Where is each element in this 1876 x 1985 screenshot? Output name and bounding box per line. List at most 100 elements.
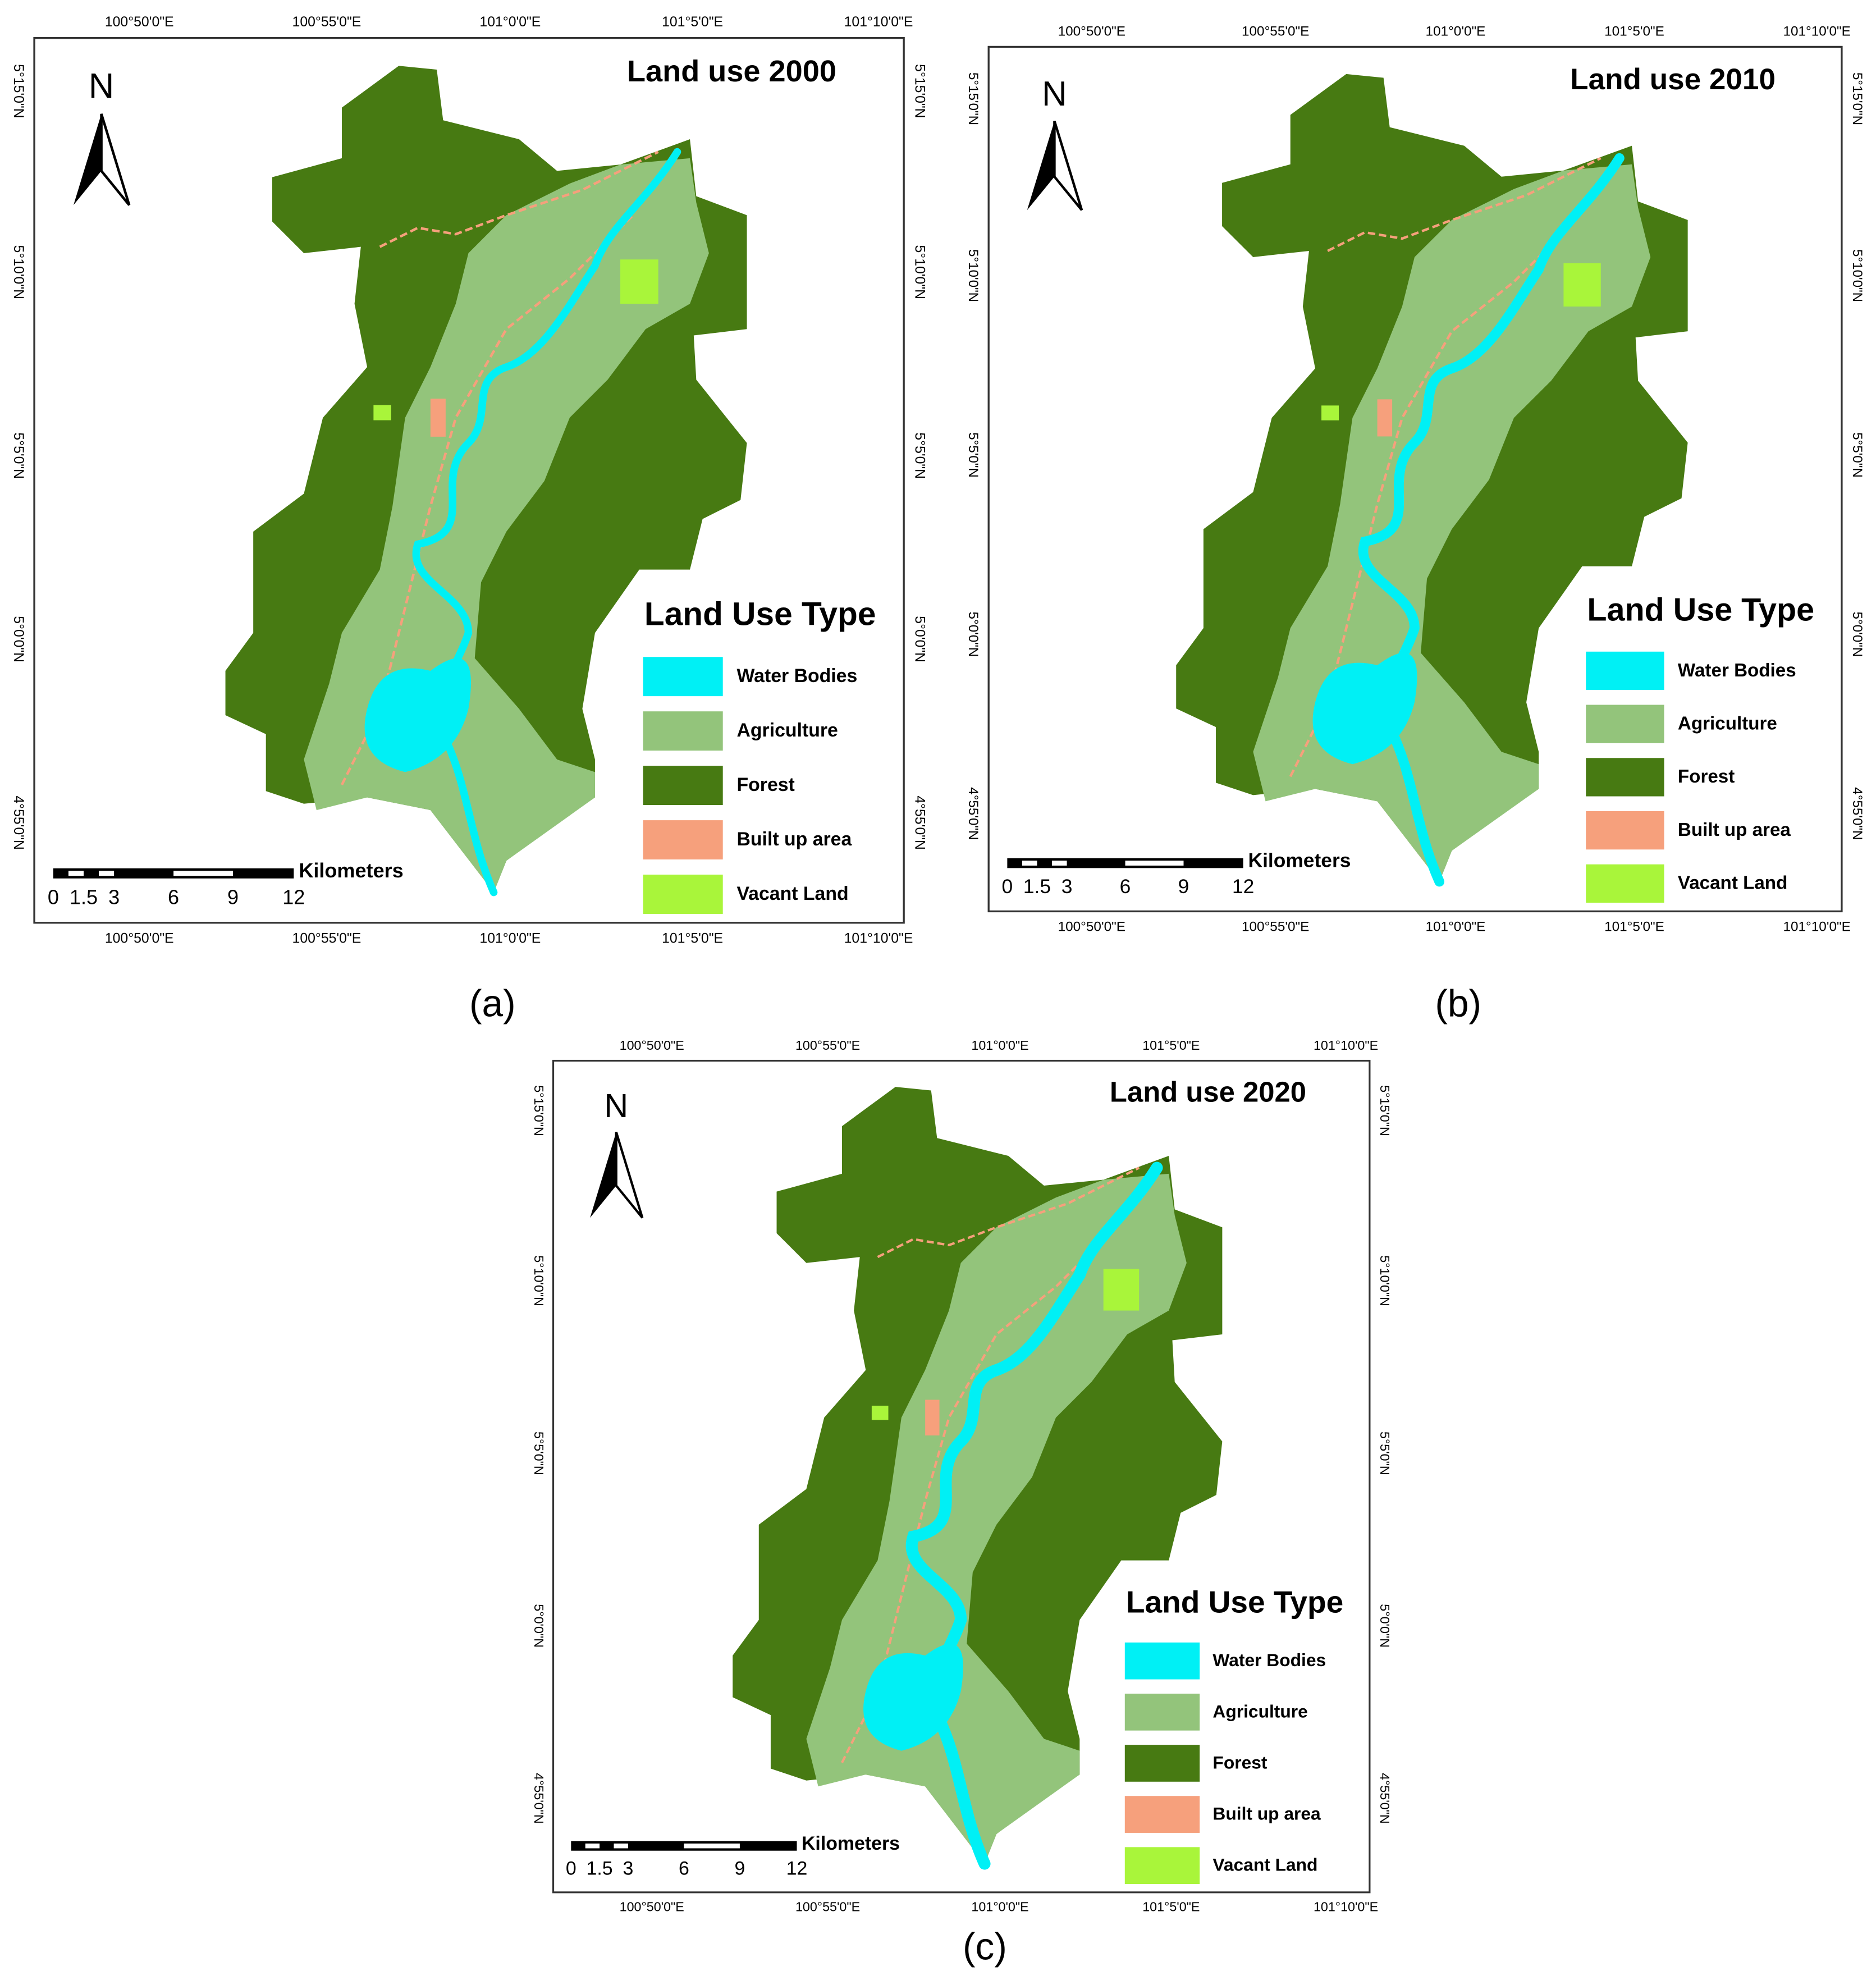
right-tick-label: 5°15'0"N [1850,72,1865,125]
scale-bar-segment [614,1844,628,1849]
scale-label: 1.5 [1023,876,1051,898]
right-tick-label: 5°5'0"N [912,432,927,479]
left-tick-label: 5°0'0"N [966,612,981,657]
right-tick-label: 5°10'0"N [1378,1255,1392,1306]
top-tick-label: 101°0'0"E [971,1038,1028,1053]
scale-label: 12 [282,885,305,908]
roads [340,150,659,785]
scale-unit: Kilometers [299,859,403,882]
top-tick-label: 100°55'0"E [292,15,362,30]
map-title: Land use 2010 [1570,63,1776,96]
scale-unit: Kilometers [802,1833,900,1854]
scale-bar-segment [1022,861,1037,866]
legend-swatch [1124,1847,1200,1885]
scale-label: 0 [1002,876,1013,898]
north-arrow-left [1027,121,1055,211]
left-tick-label: 5°15'0"N [11,64,26,118]
scale-bar-segment [173,871,234,876]
right-tick-label: 4°55'0"N [912,795,927,850]
scale-unit: Kilometers [1248,850,1351,872]
north-label: N [89,67,115,106]
top-tick-label: 100°50'0"E [1058,24,1125,39]
top-tick-label: 100°55'0"E [795,1038,860,1053]
legend-label: Built up area [1212,1804,1321,1824]
bottom-tick-label: 100°50'0"E [620,1900,684,1914]
scale-bar-segment [1052,861,1067,866]
scale-label: 6 [1120,876,1131,898]
left-tick-label: 5°0'0"N [11,616,26,662]
map-panel: Land use 2010 100°50'0"E 100°55'0"E 101°0'0… [966,24,1865,934]
top-tick-label: 101°0'0"E [1426,24,1486,39]
built-up-patch [1377,399,1393,437]
top-tick-label: 101°10'0"E [1783,24,1851,39]
legend-label: Agriculture [1212,1701,1307,1721]
top-tick-label: 101°5'0"E [1604,24,1664,39]
bottom-tick-label: 100°55'0"E [1242,920,1309,935]
scale-bar-segment [1125,861,1184,866]
legend-swatch [643,766,723,806]
bottom-tick-label: 100°55'0"E [795,1900,860,1914]
legend-swatch [1586,864,1664,903]
scale-bar-segment [684,1844,740,1849]
scale-bar-segment [99,871,115,876]
scale-label: 6 [679,1858,689,1879]
top-tick-label: 101°10'0"E [1314,1038,1378,1053]
vacant-patch [373,405,391,420]
map-panel: Land use 2000 100°50'0"E 100°55'0"E 101°0'0… [11,15,927,946]
top-tick-label: 100°50'0"E [105,15,174,30]
bottom-tick-label: 100°50'0"E [105,931,174,946]
legend-label: Water Bodies [1212,1650,1326,1670]
bottom-tick-label: 101°5'0"E [1604,920,1664,935]
built-up-patch [430,399,446,437]
right-tick-label: 5°5'0"N [1850,432,1865,478]
north-label: N [1042,75,1067,113]
bottom-tick-label: 101°5'0"E [1142,1900,1200,1914]
legend-label: Forest [1212,1752,1267,1772]
left-tick-label: 4°55'0"N [532,1773,546,1824]
left-tick-label: 5°5'0"N [966,432,981,478]
top-tick-label: 101°0'0"E [479,15,541,30]
legend-label: Agriculture [1678,713,1777,734]
legend-swatch [1586,811,1664,850]
scale-bar-segment [585,1844,600,1849]
right-tick-label: 5°15'0"N [912,64,927,118]
legend-label: Vacant Land [736,883,848,904]
scale-label: 9 [734,1858,745,1879]
north-arrow-left [590,1132,616,1218]
roads [841,1167,1140,1763]
legend-title: Land Use Type [644,596,876,633]
scale-bar-segment [68,871,84,876]
left-tick-label: 5°5'0"N [11,432,26,479]
top-tick-label: 101°10'0"E [844,15,913,30]
right-tick-label: 5°15'0"N [1378,1085,1392,1136]
legend-swatch [1586,758,1664,797]
left-tick-label: 5°15'0"N [532,1085,546,1136]
bottom-tick-label: 100°55'0"E [292,931,362,946]
legend-label: Built up area [736,829,852,850]
bottom-tick-label: 100°50'0"E [1058,920,1125,935]
north-arrow-right [100,113,131,206]
left-tick-label: 5°10'0"N [966,249,981,302]
top-tick-label: 101°5'0"E [1142,1038,1200,1053]
vacant-patch [1563,263,1601,307]
legend-title: Land Use Type [1126,1585,1343,1620]
legend-label: Vacant Land [1212,1855,1317,1875]
right-tick-label: 5°10'0"N [912,245,927,300]
top-tick-label: 100°50'0"E [620,1038,684,1053]
map-title: Land use 2020 [1110,1076,1306,1108]
right-tick-label: 5°0'0"N [1378,1604,1392,1648]
scale-label: 0 [48,885,59,908]
built-up-patch [925,1399,940,1436]
legend-swatch [1124,1642,1200,1680]
bottom-tick-label: 101°5'0"E [662,931,723,946]
panel-caption: (b) [1435,982,1481,1024]
bottom-tick-label: 101°0'0"E [479,931,541,946]
scale-label: 3 [1061,876,1073,898]
legend-swatch [1124,1693,1200,1731]
legend-label: Built up area [1678,820,1791,840]
north-arrow-right [615,1132,644,1219]
bottom-tick-label: 101°0'0"E [971,1900,1028,1914]
legend-label: Forest [1678,766,1735,787]
panel-caption: (a) [469,982,516,1024]
